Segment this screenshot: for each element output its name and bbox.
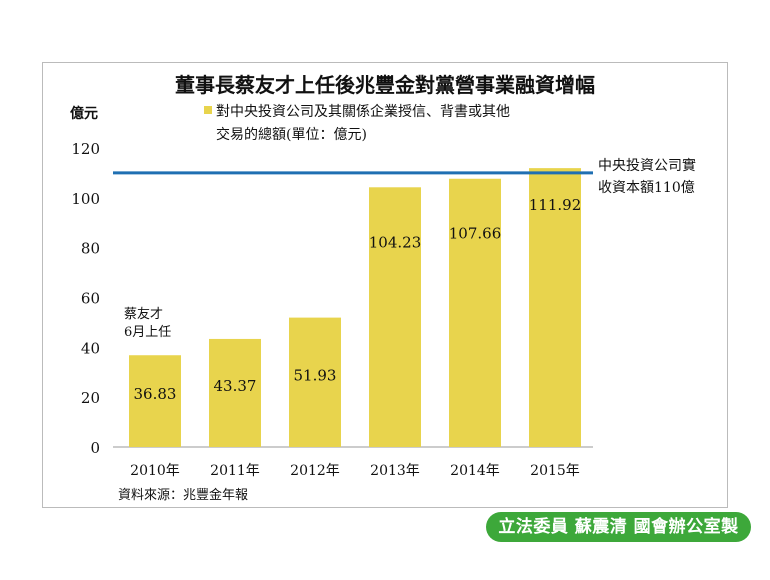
bar [209, 338, 261, 447]
bar [129, 355, 181, 447]
x-tick-label: 2014年 [450, 463, 500, 479]
annotation-line-1: 蔡友才 [124, 306, 163, 322]
chart-title: 董事長蔡友才上任後兆豐金對黨營事業融資增幅 [175, 73, 595, 97]
legend-line-2: 交易的總額(單位：億元) [216, 126, 367, 143]
y-tick-label: 120 [71, 140, 100, 158]
bar [369, 187, 421, 447]
y-tick-label: 80 [81, 240, 100, 258]
chart-frame [42, 62, 728, 508]
x-tick-label: 2012年 [290, 463, 340, 479]
y-tick-label: 100 [71, 190, 100, 208]
y-axis-label: 億元 [70, 105, 98, 122]
annotation-line-2: 6月上任 [124, 325, 171, 340]
bar [449, 178, 501, 447]
x-tick-label: 2015年 [530, 463, 580, 479]
y-tick-label: 0 [90, 439, 100, 457]
bar [529, 168, 581, 447]
bar-value-label: 111.92 [529, 196, 582, 214]
bar-value-label: 107.66 [449, 225, 502, 243]
credit-badge: 立法委員 蘇震清 國會辦公室製 [486, 512, 751, 542]
y-tick-label: 20 [81, 389, 100, 407]
x-tick-label: 2010年 [130, 463, 180, 479]
source-note: 資料來源：兆豐金年報 [118, 487, 248, 503]
bar [289, 317, 341, 447]
bar-value-label: 51.93 [294, 366, 337, 384]
bar-value-label: 43.37 [214, 377, 257, 395]
legend-swatch [204, 106, 212, 114]
x-tick-label: 2013年 [370, 463, 420, 479]
y-tick-label: 40 [81, 339, 100, 357]
legend-line-1: 對中央投資公司及其關係企業授信、背書或其他 [216, 103, 510, 120]
y-tick-label: 60 [81, 290, 100, 308]
x-tick-label: 2011年 [210, 463, 260, 479]
bar-value-label: 104.23 [369, 233, 422, 251]
bar-value-label: 36.83 [134, 385, 177, 403]
reference-label-1: 中央投資公司實 [598, 157, 696, 174]
reference-label-2: 收資本額110億 [598, 180, 695, 196]
